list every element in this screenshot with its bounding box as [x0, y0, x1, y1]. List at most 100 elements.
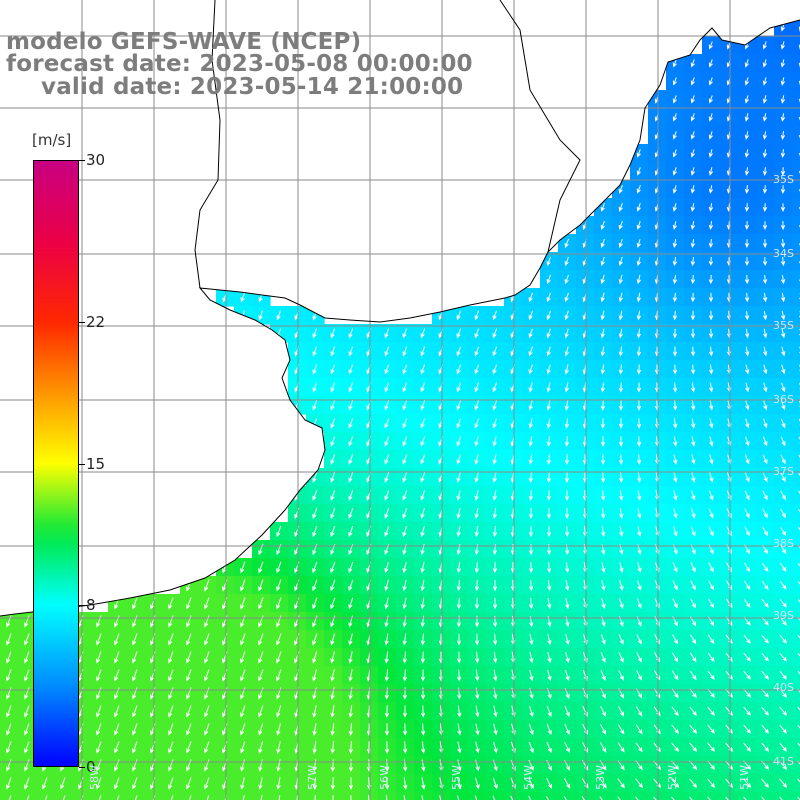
wind-arrow — [564, 526, 570, 538]
wind-arrow — [762, 95, 768, 104]
wind-arrow — [420, 723, 426, 736]
wind-arrow — [672, 634, 678, 645]
wind-arrow — [24, 741, 30, 754]
wind-arrow — [492, 382, 498, 393]
wind-arrow — [708, 328, 714, 339]
wind-arrow — [546, 454, 552, 465]
land-area — [0, 0, 800, 616]
wind-arrow — [708, 346, 714, 357]
wind-arrow — [780, 77, 786, 86]
wind-arrow — [240, 777, 245, 790]
wind-arrow — [276, 705, 282, 718]
wind-arrow — [528, 292, 533, 303]
wind-arrow — [456, 310, 462, 321]
colorbar-tick-mark — [79, 160, 85, 161]
wind-arrow — [348, 472, 354, 483]
wind-arrow — [690, 382, 696, 393]
wind-arrow — [691, 418, 696, 429]
wind-arrow — [528, 328, 533, 339]
wind-arrow — [402, 400, 408, 411]
wind-arrow — [474, 777, 480, 790]
wind-arrow — [690, 77, 695, 86]
wind-arrow — [743, 598, 751, 608]
wind-arrow — [439, 795, 442, 800]
speed-cell — [792, 252, 800, 271]
wind-arrow — [384, 364, 390, 375]
wind-arrow — [475, 669, 480, 682]
speed-cell — [792, 198, 800, 217]
wind-arrow — [384, 597, 389, 610]
wind-arrow — [384, 723, 390, 736]
wind-arrow — [186, 615, 192, 628]
wind-arrow — [456, 669, 462, 682]
latitude-label: 37S — [773, 465, 794, 478]
wind-arrow — [204, 687, 210, 700]
wind-arrow — [474, 436, 479, 447]
wind-arrow — [618, 472, 624, 483]
wind-arrow — [708, 580, 714, 591]
wind-arrow — [168, 651, 174, 664]
wind-arrow — [637, 508, 642, 519]
wind-arrow — [690, 185, 695, 194]
wind-arrow — [402, 669, 408, 682]
wind-arrow — [546, 382, 551, 393]
wind-arrow — [779, 634, 787, 644]
speed-cell — [396, 792, 415, 800]
wind-arrow — [348, 579, 354, 592]
wind-arrow — [672, 364, 678, 375]
wind-arrow — [618, 436, 624, 447]
wind-arrow — [564, 382, 569, 393]
wind-arrow — [6, 633, 12, 646]
wind-arrow — [402, 579, 407, 592]
wind-arrow — [744, 113, 749, 122]
wind-arrow — [348, 741, 354, 754]
wind-arrow — [797, 706, 800, 711]
wind-arrow — [779, 706, 788, 716]
wind-arrow — [744, 454, 750, 465]
wind-arrow — [420, 525, 425, 537]
wind-arrow — [707, 724, 716, 734]
wind-arrow — [780, 256, 786, 267]
wind-arrow — [672, 328, 678, 339]
wind-arrow — [637, 490, 642, 501]
wind-arrow — [797, 778, 800, 783]
wind-arrow — [258, 615, 264, 628]
wind-arrow — [402, 651, 408, 664]
wind-arrow — [474, 472, 479, 483]
wind-arrow — [636, 634, 642, 645]
wind-arrow — [546, 364, 551, 375]
wind-arrow — [744, 328, 750, 339]
wind-arrow — [762, 292, 768, 303]
wind-arrow — [348, 490, 354, 501]
wind-arrow — [780, 274, 786, 285]
wind-arrow — [690, 113, 695, 122]
wind-arrow — [474, 346, 480, 357]
wind-arrow — [114, 687, 120, 700]
wind-arrow — [168, 687, 174, 700]
wind-arrow — [708, 364, 714, 375]
wind-arrow — [618, 292, 623, 303]
speed-cell — [540, 792, 559, 800]
wind-arrow — [707, 634, 715, 645]
wind-arrow — [618, 364, 624, 375]
wind-arrow — [528, 561, 534, 574]
wind-arrow — [744, 292, 750, 303]
wind-arrow — [330, 579, 336, 592]
wind-arrow — [348, 418, 354, 429]
wind-arrow — [492, 597, 498, 610]
speed-cell — [792, 378, 800, 397]
wind-arrow — [779, 598, 787, 608]
wind-arrow — [564, 472, 570, 483]
wind-arrow — [276, 310, 282, 321]
wind-arrow — [384, 472, 390, 483]
wind-arrow — [600, 652, 606, 663]
wind-arrow — [493, 687, 498, 700]
wind-arrow — [708, 239, 714, 249]
wind-arrow — [744, 508, 750, 519]
wind-arrow — [456, 597, 462, 610]
wind-arrow — [618, 274, 623, 285]
wind-arrow — [564, 292, 569, 303]
wind-arrow — [204, 579, 210, 592]
wind-arrow — [24, 705, 30, 718]
wind-arrow — [745, 382, 750, 393]
